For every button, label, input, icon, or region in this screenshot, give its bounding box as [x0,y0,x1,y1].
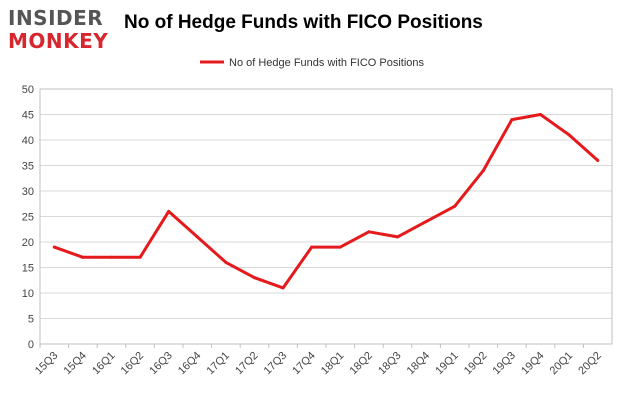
x-tick-label: 20Q2 [576,350,604,378]
y-tick-label: 50 [22,84,34,96]
x-tick-label: 15Q4 [61,350,89,378]
x-tick-label: 19Q2 [462,350,490,378]
legend: No of Hedge Funds with FICO Positions [200,57,425,69]
x-tick-label: 19Q3 [490,350,518,378]
x-tick-label: 15Q3 [33,350,61,378]
x-tick-label: 19Q4 [519,350,547,378]
insider-monkey-logo: INSIDER MONKEY [6,6,118,53]
y-tick-label: 10 [22,288,34,300]
data-point [110,255,113,259]
y-axis-ticks: 0 5 10 15 20 25 30 35 40 45 50 [22,84,34,351]
data-point [510,118,514,122]
logo-line-1: INSIDER [8,6,104,30]
grid-lines [40,88,612,345]
x-tick-label: 16Q4 [176,350,204,378]
data-point [310,245,314,249]
data-point [596,158,600,162]
data-point [424,220,428,224]
x-tick-label: 18Q2 [347,350,375,378]
data-point [224,260,228,264]
data-point [567,133,571,137]
x-tick-label: 18Q1 [319,350,347,378]
x-axis-ticks: 15Q3 15Q4 16Q1 16Q2 16Q3 16Q4 17Q1 17Q2 17Q3 17Q4… [33,344,604,377]
logo-line-2: MONKEY [8,29,109,53]
y-tick-label: 5 [28,314,34,326]
y-tick-label: 15 [22,263,34,275]
data-point [138,255,142,259]
data-point [481,169,485,173]
data-point [253,276,256,280]
y-tick-label: 0 [28,339,34,351]
x-tick-label: 20Q1 [548,350,576,378]
x-tick-label: 16Q3 [147,350,175,378]
x-tick-label: 17Q2 [233,350,261,378]
plot-frame [39,88,613,345]
data-point [167,209,171,213]
y-tick-label: 20 [22,237,34,249]
x-tick-label: 18Q4 [405,350,433,378]
data-point [281,286,285,290]
x-tick-label: 17Q3 [262,350,290,378]
data-point [396,235,399,239]
series-line [52,113,600,290]
series-group [52,113,600,290]
x-tick-label: 17Q4 [290,350,318,378]
data-point [453,204,457,208]
y-tick-label: 40 [22,135,34,147]
y-tick-label: 35 [22,161,34,173]
data-point [338,245,342,249]
y-tick-label: 30 [22,186,34,198]
x-tick-label: 19Q1 [433,350,461,378]
data-point [52,245,56,249]
y-tick-label: 25 [22,212,34,224]
x-tick-label: 18Q3 [376,350,404,378]
data-point [367,230,371,234]
data-point [195,235,199,239]
y-tick-label: 45 [22,110,34,122]
legend-label: No of Hedge Funds with FICO Positions [229,57,425,69]
x-tick-label: 17Q1 [204,350,232,378]
data-point [539,113,542,116]
x-tick-label: 16Q2 [119,350,147,378]
chart-title: No of Hedge Funds with FICO Positions [124,12,483,33]
data-point [81,255,85,259]
x-tick-label: 16Q1 [90,350,118,378]
